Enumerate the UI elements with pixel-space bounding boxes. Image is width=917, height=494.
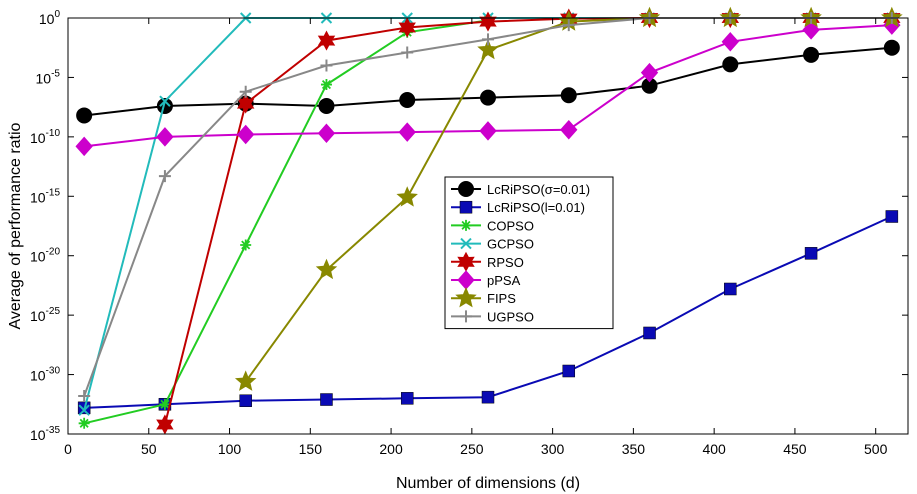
axes: 0 50 100 150 200 250 300 350 400 450 500 100 10-5 10-… [30,9,909,457]
data-point [399,92,416,109]
data-point [401,46,414,59]
legend-entry: LcRiPSO(l=0.01) [451,200,585,215]
data-point [320,79,332,91]
axes-frame [67,17,909,435]
y-tick-label: 10-15 [30,187,60,205]
legend-label: LcRiPSO(l=0.01) [487,200,585,215]
legend-marker [460,219,472,231]
legend-label: pPSA [487,273,521,288]
x-tick-label: 100 [218,441,242,457]
x-axis-title: Number of dimensions (d) [396,475,580,492]
data-point [480,89,496,106]
data-point [640,62,659,83]
y-tick-label: 10-35 [30,425,60,443]
data-point [75,136,93,157]
x-tick-label: 500 [864,441,888,457]
data-point [643,326,656,340]
data-point [398,122,416,142]
data-point [724,282,737,296]
data-point [803,46,820,63]
legend-label: FIPS [487,291,516,306]
data-point [234,370,257,391]
data-point [479,121,497,141]
series-line [83,19,489,425]
data-point [78,404,90,416]
legend-box [444,176,614,330]
legend-label: LcRiPSO(σ=0.01) [487,182,590,197]
x-tick-label: 50 [141,441,157,457]
data-point [317,30,336,51]
data-point [156,97,173,114]
data-point [885,210,899,223]
legend-entry: FIPS [451,286,516,308]
legend-marker [460,310,472,323]
data-point [78,389,91,402]
y-tick-label: 10-25 [30,306,60,324]
data-point [317,123,336,144]
y-axis-title: Average of performance ratio [7,122,24,329]
data-point [560,119,578,140]
legend-entry: RPSO [451,251,524,272]
y-tick-label: 10-5 [36,68,61,86]
x-tick-label: 200 [379,441,403,457]
data-point [318,97,335,114]
legend-label: GCPSO [487,237,534,252]
x-tick-label: 0 [64,441,72,457]
data-point [320,393,333,406]
data-point [156,414,174,435]
y-tick-label: 100 [39,9,61,27]
data-point [479,11,497,32]
x-tick-label: 250 [460,441,484,457]
data-point [396,186,418,207]
y-tick-label: 10-30 [30,366,60,384]
data-point [482,33,494,46]
x-tick-label: 300 [541,441,565,457]
data-point [159,398,171,410]
data-point [560,87,577,104]
data-point [562,19,575,32]
x-tick-label: 450 [783,441,807,457]
data-point [804,247,818,260]
y-tick-label: 10-10 [30,128,60,146]
legend-marker [459,200,473,214]
data-point [78,417,90,429]
legend-entry: pPSA [451,270,521,290]
data-point [158,170,171,183]
legend-entry: COPSO [451,218,534,233]
data-point [237,124,255,145]
data-point [239,85,252,98]
data-point [76,107,93,124]
x-tick-label: 400 [702,441,726,457]
data-point [159,95,171,107]
y-tick-label: 10-20 [30,247,60,265]
data-point [883,39,900,56]
x-tick-label: 350 [622,441,646,457]
data-point [400,392,414,405]
x-tick-label: 150 [299,441,323,457]
legend-label: UGPSO [487,309,534,324]
legend-entry: LcRiPSO(σ=0.01) [451,181,590,197]
legend-marker [458,181,474,197]
data-point [398,17,416,38]
data-point [240,239,252,251]
data-point [477,38,499,60]
series-2 [78,14,494,429]
data-point [722,56,739,73]
legend-label: RPSO [487,255,524,270]
data-point [315,258,338,280]
legend-label: COPSO [487,218,534,233]
data-point [156,127,174,147]
data-point [239,394,252,407]
data-point [320,59,333,72]
legend-marker [460,237,472,250]
legend-entry: GCPSO [451,237,534,252]
legend-entry: UGPSO [451,309,534,324]
legend: LcRiPSO(σ=0.01) LcRiPSO(l=0.01) COPSO GCPSO… [444,176,614,330]
data-point [481,390,495,404]
series-0 [76,39,900,124]
legend-marker [455,286,477,308]
data-point [562,364,576,378]
data-point [721,32,739,52]
